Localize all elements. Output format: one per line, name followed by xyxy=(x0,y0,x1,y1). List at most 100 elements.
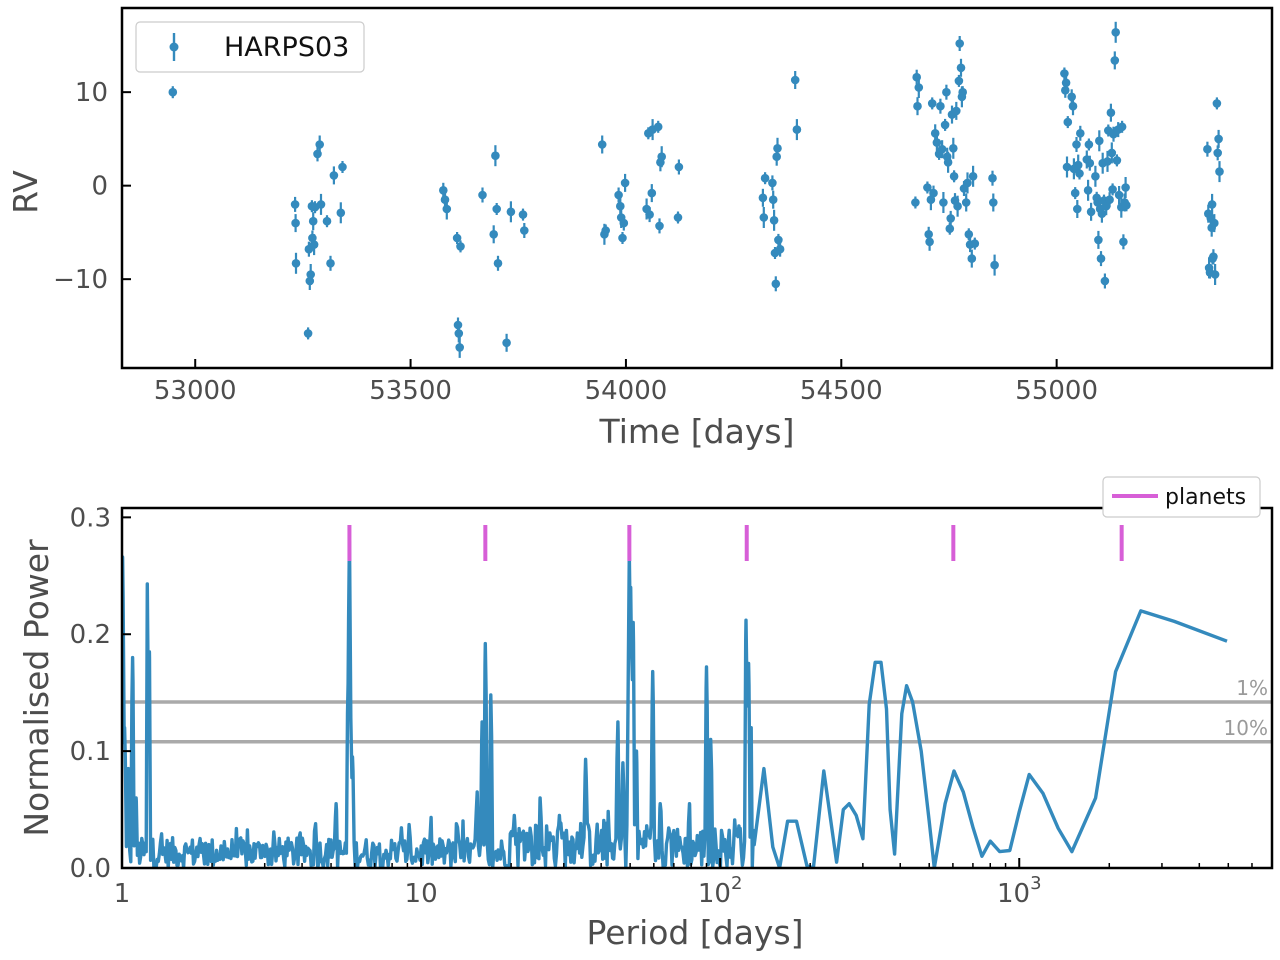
rv-point xyxy=(968,165,978,187)
rv-marker xyxy=(940,120,950,130)
rv-marker xyxy=(1068,101,1078,111)
rv-point xyxy=(1096,251,1106,267)
rv-marker xyxy=(771,279,781,289)
rv-marker xyxy=(914,83,924,92)
rv-marker xyxy=(1111,28,1120,37)
rv-marker xyxy=(492,204,502,214)
rv-point xyxy=(1084,138,1094,151)
rv-marker xyxy=(949,172,959,181)
periodogram-x-tick-label: 1 xyxy=(114,879,131,909)
rv-legend-marker xyxy=(169,42,179,52)
rv-legend: HARPS03 xyxy=(135,21,365,73)
rv-point xyxy=(597,135,607,154)
rv-point xyxy=(1086,202,1096,221)
rv-point xyxy=(620,173,630,192)
rv-marker xyxy=(291,218,300,228)
rv-marker xyxy=(440,195,450,204)
rv-marker xyxy=(954,76,964,86)
rv-point xyxy=(760,172,770,185)
rv-marker xyxy=(1063,117,1073,127)
rv-legend-box xyxy=(135,21,365,73)
rv-point xyxy=(614,187,623,203)
rv-point xyxy=(961,193,971,212)
rv-y-tick-label: 0 xyxy=(91,172,108,202)
rv-marker xyxy=(956,63,966,73)
rv-point xyxy=(601,224,610,237)
rv-x-tick-label: 53000 xyxy=(154,376,237,406)
rv-marker xyxy=(911,198,920,207)
rv-marker xyxy=(306,270,316,279)
rv-marker xyxy=(769,216,779,225)
rv-marker xyxy=(597,140,607,149)
rv-point xyxy=(442,198,452,220)
rv-point xyxy=(315,135,325,154)
periodogram-y-tick-label: 0.3 xyxy=(70,503,111,533)
rv-marker xyxy=(1095,136,1104,146)
rv-point xyxy=(1106,103,1116,122)
rv-y-tick-label: 10 xyxy=(75,78,108,108)
rv-marker xyxy=(988,173,997,183)
rv-marker xyxy=(338,162,347,172)
rv-point xyxy=(1209,249,1218,265)
periodogram-y-tick-label: 0.0 xyxy=(70,854,111,884)
planets-legend-label: planets xyxy=(1165,485,1246,510)
rv-marker xyxy=(1075,169,1084,178)
rv-marker xyxy=(1213,148,1222,158)
rv-point xyxy=(774,233,783,246)
significance-thresholds: 1% 10% xyxy=(122,676,1272,744)
rv-point xyxy=(653,120,663,133)
rv-point xyxy=(506,201,516,223)
rv-marker xyxy=(336,208,346,218)
rv-point xyxy=(290,196,300,212)
rv-point xyxy=(1062,156,1072,178)
rv-marker xyxy=(506,207,516,217)
rv-point xyxy=(927,97,937,110)
rv-point xyxy=(1100,273,1110,289)
rv-marker xyxy=(967,254,977,263)
rv-marker xyxy=(1084,140,1094,149)
rv-marker xyxy=(759,213,769,222)
rv-x-ticks: 53000 53500 54000 54500 55000 xyxy=(154,359,1098,406)
rv-marker xyxy=(989,198,998,207)
rv-point xyxy=(768,175,777,191)
rv-point xyxy=(291,214,300,233)
rv-x-tick-label: 55000 xyxy=(1015,376,1098,406)
periodogram-x-tick-label: 102 xyxy=(698,873,743,909)
rv-marker xyxy=(955,39,964,48)
rv-point xyxy=(1068,97,1078,116)
rv-point xyxy=(1060,67,1069,80)
rv-marker xyxy=(961,198,971,207)
rv-marker xyxy=(1086,207,1096,217)
rv-point xyxy=(758,188,768,207)
rv-marker xyxy=(1085,158,1095,168)
rv-marker xyxy=(290,200,300,209)
rv-marker xyxy=(1060,69,1069,78)
rv-marker xyxy=(657,152,666,161)
rv-point xyxy=(645,207,654,223)
rv-x-tick-label: 54000 xyxy=(585,376,668,406)
rv-point xyxy=(769,209,779,231)
rv-point xyxy=(1212,97,1222,110)
rv-marker xyxy=(775,244,785,254)
rv-marker xyxy=(792,125,802,134)
rv-point xyxy=(1210,214,1219,233)
rv-marker xyxy=(927,99,937,108)
rv-marker xyxy=(758,193,768,203)
rv-marker xyxy=(1107,148,1117,158)
rv-marker xyxy=(1091,172,1100,181)
rv-point xyxy=(673,211,683,224)
rv-y-ticks: −10 0 10 xyxy=(53,78,131,295)
rv-point xyxy=(1215,161,1224,183)
periodogram-x-axis-label: Period [days] xyxy=(586,913,803,952)
rv-marker xyxy=(454,329,464,338)
periodogram-plot-frame xyxy=(120,506,1274,870)
rv-marker xyxy=(1209,252,1218,261)
rv-marker xyxy=(1062,162,1072,172)
rv-datapoints xyxy=(168,21,1224,358)
rv-point xyxy=(439,182,448,198)
rv-marker xyxy=(1067,92,1076,102)
rv-point xyxy=(970,237,980,250)
rv-marker xyxy=(968,172,978,181)
rv-point xyxy=(452,232,462,244)
